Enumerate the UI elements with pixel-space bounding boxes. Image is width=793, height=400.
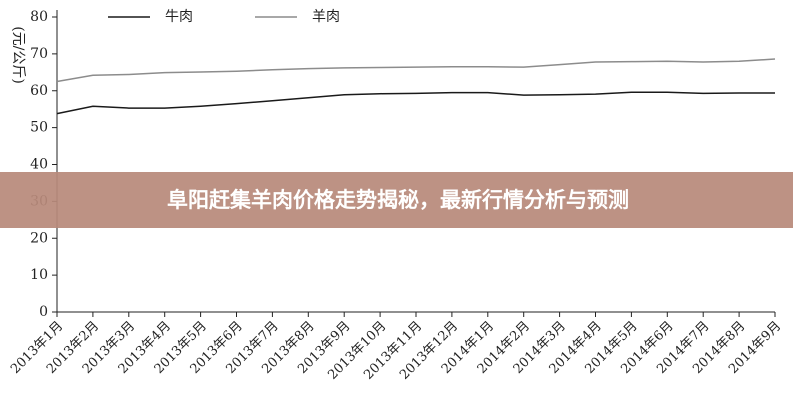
y-tick-label: 20 [30, 230, 48, 246]
y-tick-label: 50 [30, 120, 48, 136]
banner-title: 阜阳赶集羊肉价格走势揭秘，最新行情分析与预测 [167, 188, 629, 212]
y-axis-label: (元/公斤) [10, 26, 26, 84]
legend-label: 牛肉 [165, 9, 193, 25]
y-tick-label: 40 [30, 157, 48, 173]
data-line [56, 58, 776, 83]
y-tick-label: 10 [30, 267, 48, 283]
y-tick-label: 0 [39, 304, 48, 320]
y-tick-label: 60 [30, 83, 48, 99]
legend-label: 羊肉 [312, 9, 340, 25]
y-tick-label: 70 [30, 46, 48, 62]
y-tick-label: 80 [30, 9, 48, 25]
banner [0, 172, 793, 228]
data-line [56, 91, 775, 115]
